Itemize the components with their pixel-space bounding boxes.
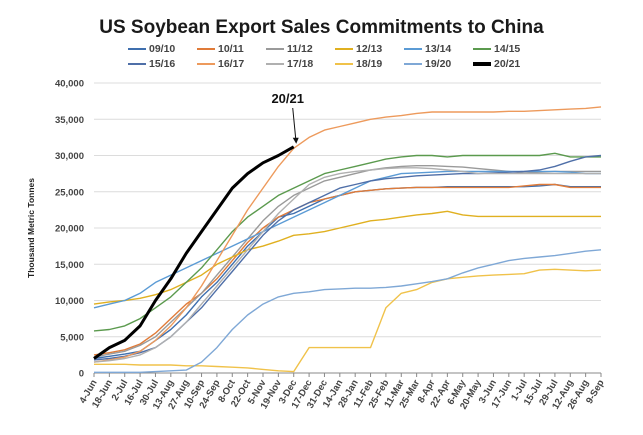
series-line-19-20 (94, 249, 602, 373)
y-tick-label: 15,000 (55, 260, 84, 271)
y-tick-label: 25,000 (55, 187, 84, 198)
legend-item-12-13: 12/13 (335, 43, 382, 55)
series-line-20-21 (93, 145, 295, 360)
y-tick-label: 40,000 (55, 79, 84, 90)
gridlines (94, 82, 601, 338)
legend-label: 20/21 (494, 58, 521, 70)
legend-label: 18/19 (356, 58, 383, 70)
legend-item-09-10: 09/10 (128, 43, 175, 55)
y-tick-label: 30,000 (55, 151, 84, 162)
y-tick-label: 0 (79, 369, 84, 380)
legend-label: 10/11 (218, 43, 244, 55)
series-line-14-15 (93, 152, 601, 332)
annotation-arrow (292, 107, 297, 139)
legend-label: 16/17 (218, 58, 245, 70)
legend-item-10-11: 10/11 (197, 43, 244, 55)
legend-label: 17/18 (287, 58, 314, 70)
y-tick-label: 5,000 (60, 332, 84, 343)
legend-label: 11/12 (287, 43, 313, 55)
annotation-arrowhead (292, 137, 299, 144)
series-lines (93, 106, 602, 373)
chart-title: US Soybean Export Sales Commitments to C… (99, 17, 544, 38)
legend-label: 12/13 (356, 43, 383, 55)
series-line-09-10 (93, 183, 601, 360)
legend-item-14-15: 14/15 (473, 43, 520, 55)
legend-label: 13/14 (425, 43, 452, 55)
y-axis-ticks: 0 5,000 10,000 15,000 20,000 25,000 30,000 35,0… (55, 79, 84, 380)
legend-item-20-21: 20/21 (473, 58, 520, 70)
y-axis-title: Thousand Metric Tonnes (26, 178, 36, 278)
series-line-17-18 (93, 167, 601, 363)
legend-swatch (197, 63, 215, 65)
legend-label: 15/16 (149, 58, 176, 70)
series-line-16-17 (93, 106, 602, 363)
legend-item-19-20: 19/20 (404, 58, 451, 70)
y-tick-label: 35,000 (55, 115, 84, 126)
legend-swatch (404, 48, 422, 50)
legend-label: 19/20 (425, 58, 452, 70)
legend-item-13-14: 13/14 (404, 43, 451, 55)
legend-swatch (266, 63, 284, 65)
legend-swatch (128, 48, 146, 50)
legend-label: 09/10 (149, 43, 176, 55)
annotation-label: 20/21 (271, 91, 304, 106)
legend-item-16-17: 16/17 (197, 58, 244, 70)
legend-swatch (473, 48, 491, 50)
y-tick-label: 10,000 (55, 296, 84, 307)
y-tick-label: 20,000 (55, 224, 84, 235)
series-line-18-19 (94, 268, 602, 373)
legend-item-18-19: 18/19 (335, 58, 382, 70)
legend-swatch (266, 48, 284, 50)
legend-swatch (335, 63, 353, 65)
legend-swatch (473, 62, 491, 66)
legend-label: 14/15 (494, 43, 521, 55)
series-line-10-11 (93, 183, 601, 356)
legend-item-15-16: 15/16 (128, 58, 175, 70)
series-line-11-12 (93, 164, 601, 358)
series-line-12-13 (93, 210, 601, 305)
annotation-group: 20/21 (271, 91, 304, 144)
legend-swatch (404, 63, 422, 65)
legend-swatch (335, 48, 353, 50)
legend-swatch (197, 48, 215, 50)
x-axis: 4-Jun18-Jun2-Jul16-Jul30-Jul13-Aug27-Aug… (77, 372, 607, 411)
legend-swatch (128, 63, 146, 65)
legend-item-17-18: 17/18 (266, 58, 313, 70)
legend-item-11-12: 11/12 (266, 43, 313, 55)
